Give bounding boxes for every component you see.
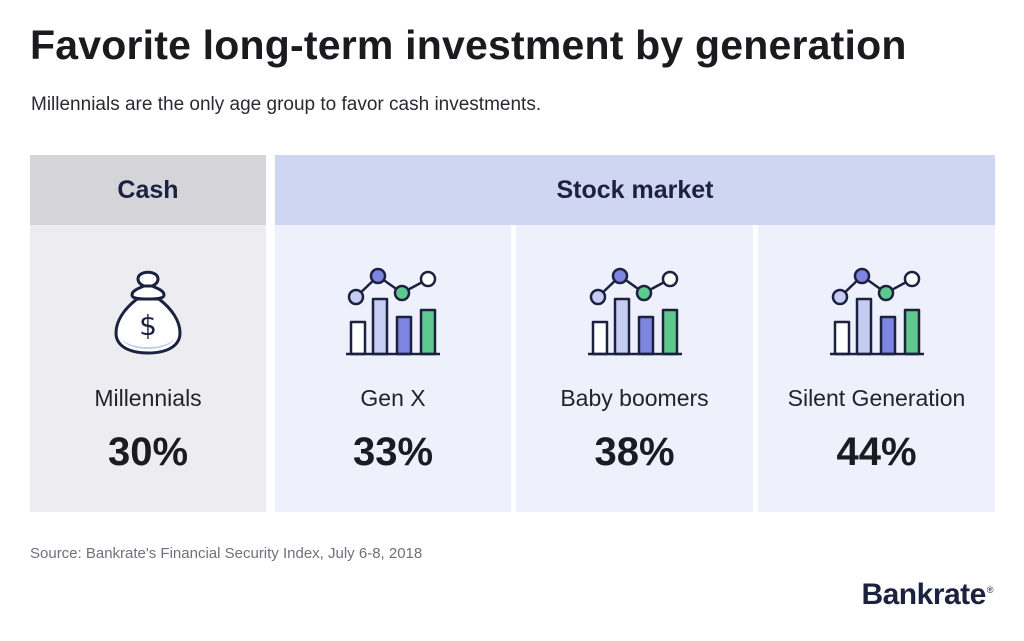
generation-label: Gen X [360,385,426,411]
registered-mark: ® [986,585,994,595]
stock-chart-icon [585,267,685,364]
svg-text:$: $ [139,309,157,342]
cash-panel: Cash $ Millennials 30% [30,155,266,512]
generation-label: Silent Generation [787,385,966,411]
generation-card-gen-x: Gen X 33% [275,225,511,512]
generation-value: 44% [836,430,917,474]
stock-chart-icon [343,267,443,364]
stock-market-header: Stock market [275,155,995,225]
generation-value: 30% [107,430,189,474]
source-note: Source: Bankrate's Financial Security In… [30,545,423,562]
bankrate-logo: Bankrate® [861,578,993,612]
chart-subtitle: Millennials are the only age group to fa… [31,94,542,115]
generation-card-millennials: $ Millennials 30% [30,225,266,512]
logo-text: Bankrate [861,578,986,611]
stock-market-panel: Stock market Gen X 33% [275,155,995,512]
chart-title: Favorite long-term investment by generat… [30,22,907,68]
generation-label: Baby boomers [560,385,709,411]
generation-value: 33% [352,430,434,474]
generation-card-baby-boomers: Baby boomers 38% [516,225,753,512]
money-bag-icon: $ [108,267,188,364]
generation-value: 38% [594,430,675,474]
generation-label: Millennials [94,385,202,411]
stock-chart-icon [827,267,927,364]
cash-header: Cash [30,155,266,225]
generation-card-silent-generation: Silent Generation 44% [758,225,995,512]
